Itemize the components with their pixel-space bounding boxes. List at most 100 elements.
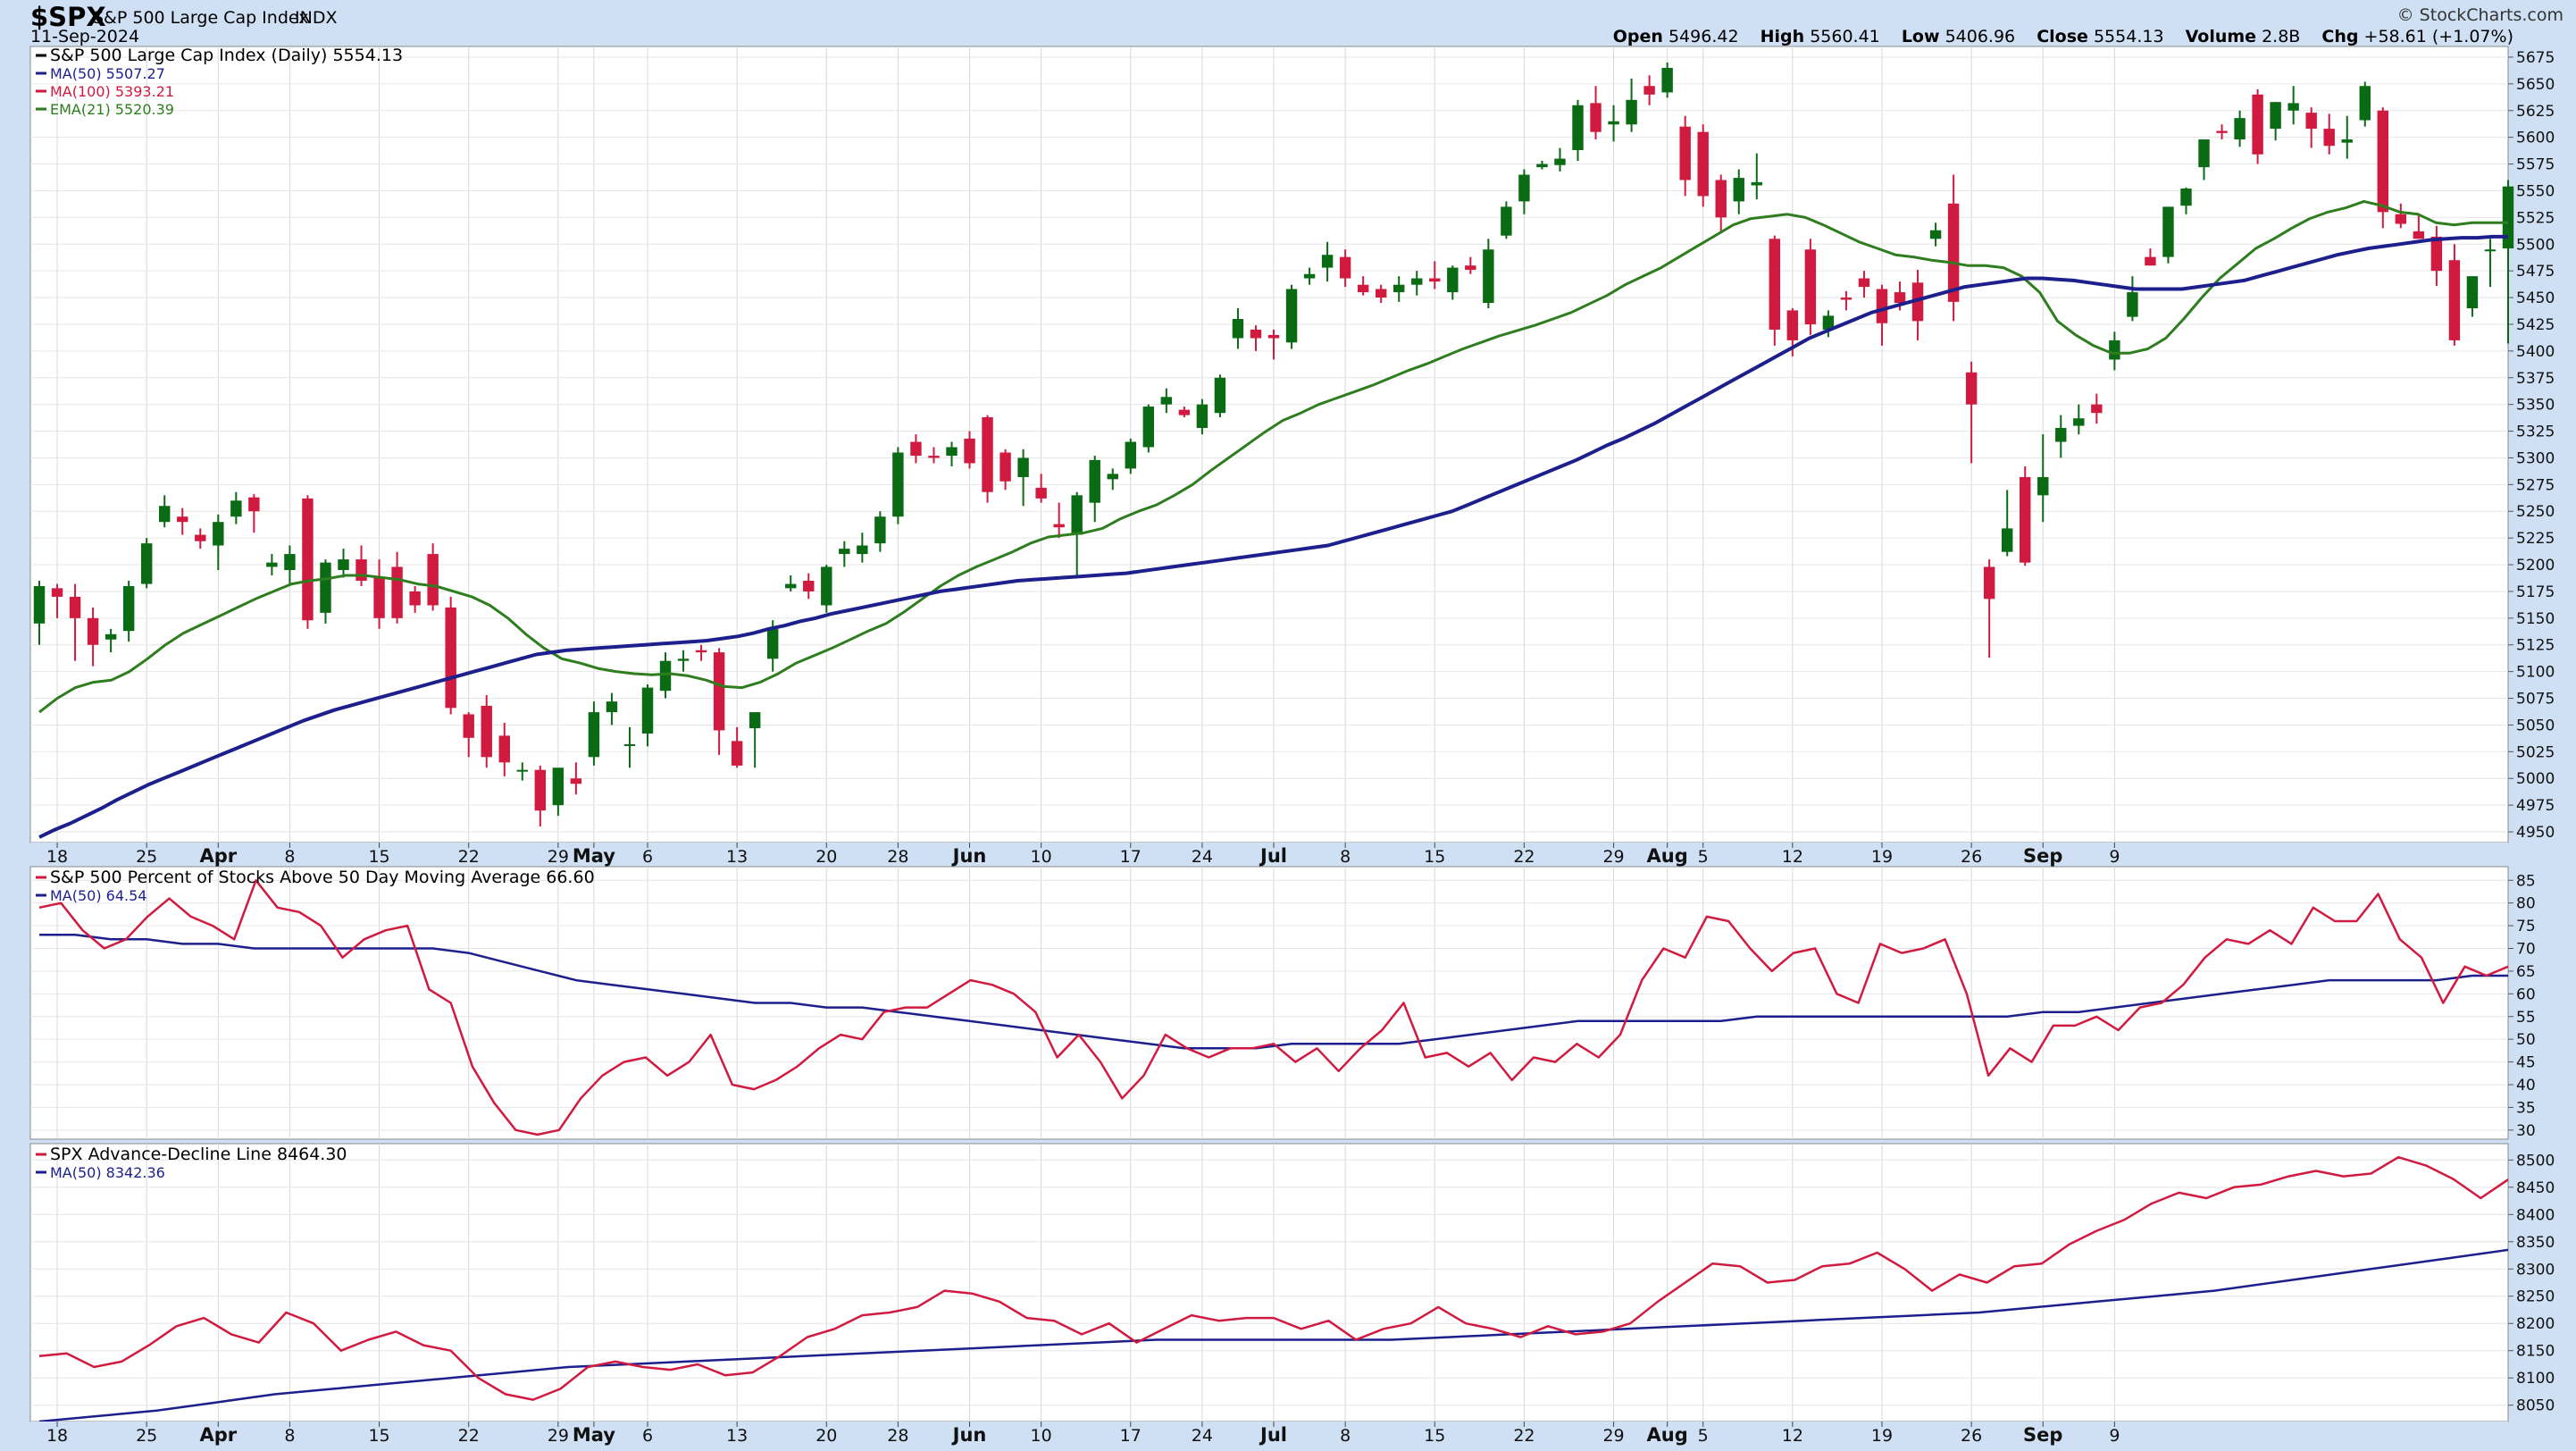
xaxis-top-tick-label: 9: [2109, 847, 2120, 867]
price-ytick-label: 4950: [2516, 824, 2555, 842]
candle-body: [1840, 298, 1853, 300]
candle-body: [2305, 113, 2317, 130]
candle-body: [1142, 407, 1155, 448]
xaxis-bottom-band: [30, 1422, 2508, 1445]
candle-body: [2127, 292, 2138, 317]
candle-body: [1518, 174, 1530, 202]
xaxis-top-tick-label: Jul: [1259, 845, 1287, 867]
xaxis-bottom-tick-label: 25: [136, 1426, 157, 1446]
xaxis-bottom-tick-label: 19: [1871, 1426, 1893, 1446]
xaxis-top-tick-label: 19: [1871, 847, 1893, 867]
candle-body: [1876, 289, 1888, 323]
xaxis-top-tick-label: 22: [1513, 847, 1535, 867]
ad-ytick-label: 8250: [2516, 1288, 2555, 1306]
xaxis-top-tick-label: Sep: [2023, 845, 2062, 867]
ad-ytick-label: 8350: [2516, 1234, 2555, 1252]
price-ytick-label: 5600: [2516, 130, 2555, 147]
candle-body: [427, 554, 439, 606]
xaxis-bottom-tick-label: 6: [642, 1426, 653, 1446]
candle-body: [445, 607, 456, 709]
ad-legend-label-0: SPX Advance-Decline Line 8464.30: [50, 1145, 347, 1164]
candles-group: [33, 62, 2514, 827]
ad-ytick-label: 8500: [2516, 1152, 2555, 1170]
xaxis-top-tick-label: 24: [1192, 847, 1213, 867]
candle-body: [1339, 256, 1351, 279]
xaxis-bottom-tick-label: 22: [458, 1426, 480, 1446]
candle-body: [1786, 310, 1799, 340]
xaxis-bottom-tick-label: 26: [1961, 1426, 1982, 1446]
candle-body: [463, 714, 474, 738]
candle-body: [391, 566, 403, 618]
pct-ytick-label: 75: [2516, 918, 2536, 935]
candle-body: [2502, 186, 2514, 249]
candle-body: [33, 585, 46, 624]
candle-body: [1465, 265, 1476, 270]
candle-body: [1035, 487, 1047, 499]
candle-body: [302, 498, 314, 621]
pct-line: [38, 879, 2509, 1136]
ad-area: [29, 1143, 2509, 1422]
candle-body: [821, 566, 832, 606]
candle-body: [1160, 397, 1173, 405]
price-area: [29, 46, 2509, 843]
pct-ytick-label: 65: [2516, 963, 2536, 981]
xaxis-bottom-tick-label: Apr: [199, 1424, 237, 1446]
price-ytick-label: 5500: [2516, 236, 2555, 254]
xaxis-bottom-tick-label: May: [573, 1424, 615, 1446]
candle-body: [1071, 495, 1083, 535]
xaxis-bottom-tick-label: 13: [726, 1426, 748, 1446]
candle-body: [1357, 284, 1369, 293]
candle-body: [1608, 121, 1619, 125]
volume-label: Volume: [2185, 27, 2257, 46]
pct-ytick-label: 85: [2516, 872, 2536, 890]
candle-body: [2413, 231, 2425, 239]
xaxis-top-tick-label: May: [573, 845, 615, 867]
candle-body: [1501, 206, 1512, 236]
candle-body: [1285, 289, 1298, 343]
xaxis-top-band: [30, 843, 2508, 866]
pct-ytick-label: 30: [2516, 1122, 2536, 1140]
high-label: High: [1760, 27, 1805, 46]
candle-body: [1858, 278, 1870, 288]
xaxis-top-tick-label: 29: [548, 847, 569, 867]
candle-body: [248, 497, 260, 512]
candle-body: [177, 516, 188, 523]
symbol-name: S&P 500 Large Cap Index: [93, 8, 309, 28]
candle-body: [1411, 278, 1423, 285]
candle-body: [1733, 178, 1744, 202]
candle-body: [1017, 457, 1029, 477]
candle-body: [1107, 474, 1118, 480]
candle-body: [230, 500, 242, 517]
candle-body: [1626, 99, 1637, 125]
price-ytick-label: 4975: [2516, 797, 2555, 815]
candle-body: [785, 583, 797, 589]
xaxis-bottom-tick-label: 8: [1340, 1426, 1351, 1446]
candle-body: [2145, 256, 2156, 266]
xaxis-top-tick-label: 15: [368, 847, 389, 867]
price-ytick-label: 5300: [2516, 449, 2555, 467]
candle-body: [534, 769, 547, 811]
xaxis-top-tick-label: 28: [887, 847, 908, 867]
xaxis-bottom-tick-label: Aug: [1647, 1424, 1688, 1446]
candle-body: [195, 534, 206, 541]
candle-body: [1947, 203, 1960, 302]
xaxis-top-tick-label: Jun: [951, 845, 987, 867]
chart-date: 11-Sep-2024: [30, 27, 140, 46]
candle-body: [1178, 409, 1191, 415]
xaxis-bottom-tick-label: 15: [368, 1426, 389, 1446]
xaxis-bottom-tick-label: Jul: [1259, 1424, 1287, 1446]
xaxis-bottom-tick-label: 18: [46, 1426, 68, 1446]
candle-body: [2216, 130, 2228, 133]
credit-label: © StockCharts.com: [2396, 5, 2563, 25]
candle-body: [2323, 129, 2335, 147]
ad-ytick-label: 8400: [2516, 1206, 2555, 1224]
candle-body: [982, 417, 993, 492]
candle-body: [1822, 315, 1835, 330]
xaxis-top-tick-label: 20: [815, 847, 837, 867]
candle-body: [1715, 180, 1727, 218]
candle-body: [570, 778, 582, 784]
ad-ytick-label: 8300: [2516, 1261, 2555, 1279]
candle-body: [1375, 289, 1387, 298]
candle-body: [481, 705, 492, 758]
candle-body: [2484, 249, 2497, 252]
